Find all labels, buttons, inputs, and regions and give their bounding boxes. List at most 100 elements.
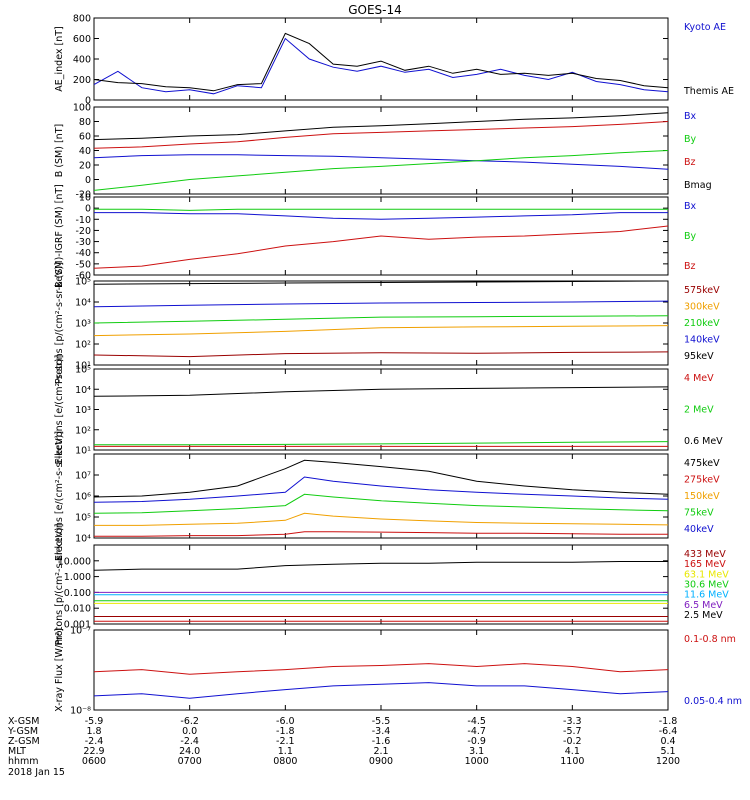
y-tick-label: 10¹ <box>75 361 91 372</box>
legend-entry: By <box>684 231 697 242</box>
series-line-150kev <box>94 512 669 526</box>
legend-entry: 165 MeV <box>684 559 726 570</box>
panel-6: 10⁴ 10⁵ 10⁶ 10⁷ Electrons [e/(cm²-s-sr-keV)]… <box>54 431 720 561</box>
y-tick-label: -50 <box>75 259 91 270</box>
x-axis-value: -4.5 <box>467 716 486 727</box>
x-axis-value: 4.1 <box>565 746 580 757</box>
legend-entry: 210keV <box>684 318 720 329</box>
series-line-75kev <box>93 493 669 514</box>
x-axis-row-label: X-GSM <box>8 716 39 727</box>
y-tick-label: 10.000 <box>58 556 91 567</box>
panel-8: 10⁻⁸ 10⁻⁷ X-ray Flux [W/m²] 0.1-0.8 nm 0.05-… <box>54 626 742 717</box>
series-line-40kev <box>93 476 669 503</box>
x-axis-value: -2.4 <box>180 736 199 747</box>
series-line-bz <box>93 225 669 269</box>
legend-entry: 2 MeV <box>684 405 714 416</box>
x-axis-value: -2.4 <box>85 736 104 747</box>
x-axis-value: -4.7 <box>467 726 486 737</box>
x-axis-value: 22.9 <box>83 746 104 757</box>
y-tick-label: 10⁵ <box>75 365 91 376</box>
x-axis-value: 0900 <box>369 756 393 767</box>
y-tick-label: 10 <box>79 193 91 204</box>
y-tick-label: -20 <box>75 226 91 237</box>
y-axis-label: B (SM)-IGRF (SM) [nT] <box>54 184 65 288</box>
y-tick-label: 400 <box>73 55 91 66</box>
panel-frame <box>93 368 669 451</box>
x-axis-value: 0700 <box>178 756 202 767</box>
series-line-0-6-mev <box>93 386 669 397</box>
y-axis-label: X-ray Flux [W/m²] <box>54 628 65 712</box>
x-axis-value: -3.3 <box>563 716 582 727</box>
x-axis-value: -0.2 <box>563 736 582 747</box>
legend-entry: 433 MeV <box>684 549 726 560</box>
x-axis-value: -5.9 <box>85 716 104 727</box>
y-tick-label: 1.000 <box>64 572 91 583</box>
y-tick-label: 10³ <box>75 319 91 330</box>
legend-entry: 75keV <box>684 508 714 519</box>
panel-5: 10¹ 10² 10³ 10⁴ 10⁵ Electrons [e/(cm²-s-sr)] 4… <box>54 355 723 465</box>
y-tick-label: 80 <box>79 117 91 128</box>
y-axis-label: Protons [p/(cm²-s-sr-keV)] <box>54 262 65 384</box>
y-tick-label: 20 <box>79 161 91 172</box>
y-axis-label: Electrons [e/(cm²-s-sr)] <box>54 355 65 465</box>
x-axis-value: 1100 <box>560 756 584 767</box>
x-axis-value: -3.4 <box>372 726 391 737</box>
y-tick-label: 10² <box>75 425 91 436</box>
legend-entry: Bmag <box>684 180 712 191</box>
x-axis-value: 0800 <box>273 756 297 767</box>
x-axis-value: 1.1 <box>278 746 293 757</box>
series-line-bz <box>93 121 669 149</box>
plot-title: GOES-14 <box>348 3 402 17</box>
series-line-0-05-0-4-nm <box>93 682 669 699</box>
y-tick-label: 0.001 <box>64 620 91 631</box>
legend-entry: 11.6 MeV <box>684 590 729 601</box>
y-tick-label: -30 <box>75 237 91 248</box>
y-tick-label: 0 <box>85 175 91 186</box>
legend-entry: 30.6 MeV <box>684 580 729 591</box>
series-line-bx <box>93 154 669 170</box>
y-axis-label: Protons [p/(cm²-s-sr-keV)] <box>54 524 65 646</box>
x-axis-value: 24.0 <box>179 746 200 757</box>
x-axis-row-label: hhmm <box>8 756 39 767</box>
y-tick-label: 10⁵ <box>75 513 91 524</box>
y-tick-label: 10⁴ <box>75 298 91 309</box>
panel-4: 10¹ 10² 10³ 10⁴ 10⁵ Protons [p/(cm²-s-sr-keV)… <box>54 262 720 384</box>
legend-entry: 150keV <box>684 491 720 502</box>
panel-frame <box>93 629 669 711</box>
legend-entry: 4 MeV <box>684 373 714 384</box>
series-line-themis-ae <box>93 32 669 92</box>
x-axis-value: 5.1 <box>660 746 675 757</box>
x-axis-value: -1.8 <box>659 716 678 727</box>
x-axis-value: 3.1 <box>469 746 484 757</box>
legend-entry: Bz <box>684 261 696 272</box>
y-axis-label: B (SM) [nT] <box>54 124 65 177</box>
legend-entry: Themis AE <box>683 86 734 97</box>
series-line-2-5-mev <box>93 561 668 571</box>
legend-entry: Bz <box>684 157 696 168</box>
legend-entry: 2.5 MeV <box>684 610 723 621</box>
x-axis-value: 0600 <box>82 756 106 767</box>
x-axis-row-label: Y-GSM <box>7 726 38 737</box>
y-tick-label: 200 <box>73 75 91 86</box>
x-axis-value: 1.8 <box>86 726 101 737</box>
y-tick-label: -60 <box>75 271 91 282</box>
series-line-300kev <box>93 325 669 337</box>
y-tick-label: 10⁻⁷ <box>70 626 91 637</box>
legend-entry: 63.1 MeV <box>684 569 729 580</box>
y-tick-label: 10⁴ <box>75 385 91 396</box>
series-line-275kev <box>94 531 668 537</box>
legend-entry: 300keV <box>684 302 720 313</box>
x-axis-value: -0.9 <box>467 736 486 747</box>
y-tick-label: 0.010 <box>64 604 91 615</box>
y-tick-label: 60 <box>79 132 91 143</box>
y-tick-label: 0.100 <box>64 588 91 599</box>
x-axis-value: -6.4 <box>659 726 678 737</box>
y-tick-label: 100 <box>73 103 91 114</box>
series-line-by <box>93 150 669 191</box>
x-axis-value: 1200 <box>656 756 680 767</box>
legend-entry: 475keV <box>684 458 720 469</box>
